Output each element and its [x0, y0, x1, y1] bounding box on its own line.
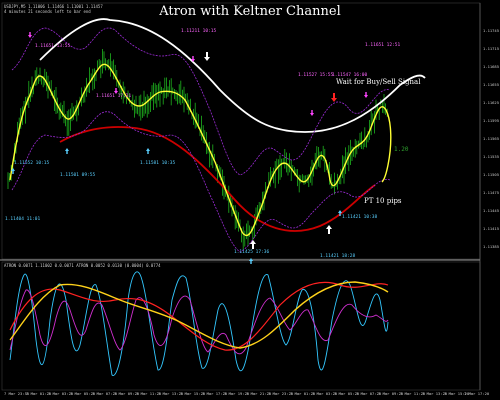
time-axis-label: 7 Mar 15:20: [444, 391, 470, 396]
price-axis-label: 1.11535: [483, 154, 500, 159]
time-axis-label: 7 Mar 17:20: [464, 391, 490, 396]
time-axis-label: 7 Mar 09:20: [114, 391, 140, 396]
bar-timer: 4 minutes 21 seconds left to bar end: [4, 9, 91, 14]
price-axis-label: 1.11685: [483, 64, 500, 69]
time-axis-label: 7 Mar 21:20: [246, 391, 272, 396]
buy-arrow-icon: [11, 168, 15, 174]
time-axis-label: 7 Mar 13:20: [158, 391, 184, 396]
keltner-lower-line: [59, 126, 376, 232]
level-label: 1.11501 09:55: [60, 173, 96, 178]
candles-group: [7, 48, 388, 250]
time-axis-label: 7 Mar 23:55: [4, 391, 30, 396]
osc-yellow-line: [9, 281, 389, 349]
time-axis-label: 7 Mar 17:20: [202, 391, 228, 396]
buy-arrow-icon: [65, 148, 70, 154]
time-axis-label: 7 Mar 23:20: [268, 391, 294, 396]
time-axis-label: 7 Mar 15:20: [180, 391, 206, 396]
osc-magenta-line: [9, 289, 389, 355]
sell-arrow-icon: [114, 88, 119, 94]
buy-arrow-icon: [250, 240, 256, 249]
level-label: 1.11651 17:21: [96, 94, 132, 99]
oscillator-pane: [9, 271, 389, 376]
price-axis-label: 1.11655: [483, 82, 500, 87]
envelope-lower: [11, 111, 391, 253]
level-label: 1.11581 10:35: [140, 161, 176, 166]
price-axis-label: 1.11505: [483, 172, 500, 177]
price-axis-label: 1.11565: [483, 136, 500, 141]
time-axis-label: 7 Mar 03:20: [312, 391, 338, 396]
envelope-upper: [11, 27, 391, 176]
time-axis-label: 7 Mar 09:20: [378, 391, 404, 396]
price-axis-label: 1.11745: [483, 28, 500, 33]
main-pane-border: [1, 2, 481, 260]
profit-target-annotation: PT 10 pips: [364, 197, 402, 205]
buy-arrow-icon: [146, 148, 150, 154]
wait-signal-annotation: Wait for Buy/Sell Signal: [336, 78, 421, 86]
level-label: 1.11547 16:00: [332, 73, 368, 78]
level-label: 1.11211 10:15: [181, 29, 217, 34]
keltner-upper-line: [39, 18, 426, 133]
time-axis-label: 7 Mar 07:20: [356, 391, 382, 396]
sell-arrow-icon: [331, 93, 337, 102]
sell-arrow-icon: [28, 32, 32, 38]
price-axis-label: 1.11595: [483, 118, 500, 123]
level-label: 1.11425 17:36: [234, 250, 270, 255]
indicator-info: ATRON 0.0071 1.11002 0.0.0071 ATRON 0.00…: [4, 263, 161, 268]
price-line: [9, 63, 392, 236]
price-axis-label: 1.11385: [483, 244, 500, 249]
sell-arrow-icon: [310, 110, 314, 116]
time-axis-label: 7 Mar 01:20: [26, 391, 52, 396]
price-axis-label: 1.11415: [483, 226, 500, 231]
time-axis-label: 7 Mar 11:20: [136, 391, 162, 396]
osc-cyan-line: [9, 271, 389, 376]
sell-arrows: [28, 32, 368, 116]
sell-arrow-icon: [364, 92, 368, 98]
sell-arrow-icon: [191, 56, 195, 62]
price-axis-label: 1.11625: [483, 100, 500, 105]
price-tag: 1.20: [394, 146, 409, 153]
time-axis-label: 7 Mar 05:20: [334, 391, 360, 396]
time-axis-label: 7 Mar 13:20: [422, 391, 448, 396]
level-label: 1.11421 10:38: [342, 215, 378, 220]
level-label: 1.11527 15:55: [298, 73, 334, 78]
level-label: 1.11552 10:15: [14, 161, 50, 166]
time-axis-label: 7 Mar 01:20: [290, 391, 316, 396]
price-axis-label: 1.11445: [483, 208, 500, 213]
level-label: 1.11421 18:28: [320, 254, 356, 259]
time-axis-label: 7 Mar 07:20: [92, 391, 118, 396]
buy-arrow-icon: [249, 258, 253, 264]
osc-red-line: [9, 281, 389, 351]
time-axis-label: 7 Mar 11:20: [400, 391, 426, 396]
buy-arrows: [11, 148, 342, 264]
level-label: 1.11404 11:01: [5, 217, 41, 222]
price-axis-label: 1.11475: [483, 190, 500, 195]
time-axis-label: 7 Mar 19:20: [224, 391, 250, 396]
buy-arrow-icon: [326, 225, 332, 234]
symbol-info: USDJPY,M5 1.11006 1.11466 1.11001 1.1145…: [4, 4, 103, 9]
level-label: 1.11651 12:51: [365, 43, 401, 48]
price-axis-label: 1.11715: [483, 46, 500, 51]
time-axis-label: 7 Mar 05:20: [70, 391, 96, 396]
time-axis-label: 7 Mar 03:20: [48, 391, 74, 396]
chart-title: Atron with Keltner Channel: [159, 4, 341, 19]
buy-arrow-icon: [338, 210, 342, 216]
sell-arrow-icon: [204, 52, 210, 61]
level-label: 1.11651 13:55: [35, 44, 71, 49]
